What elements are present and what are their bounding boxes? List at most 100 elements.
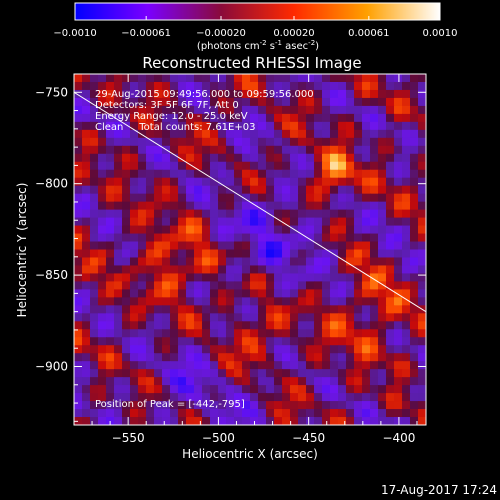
heatmap-cell <box>74 153 83 163</box>
heatmap-cell <box>202 74 211 83</box>
heatmap-cell <box>290 145 299 155</box>
annotation-line: Clean Total counts: 7.61E+03 <box>95 122 255 133</box>
heatmap-cell <box>314 273 323 283</box>
heatmap-cell <box>138 201 147 211</box>
heatmap-cell <box>90 74 99 83</box>
heatmap-cell <box>170 169 179 179</box>
heatmap-cell <box>346 313 355 322</box>
heatmap-cell <box>130 329 139 338</box>
heatmap-cell <box>282 121 291 131</box>
heatmap-cell <box>338 361 347 370</box>
heatmap-cell <box>186 105 195 115</box>
heatmap-cell <box>202 369 211 378</box>
heatmap-cell <box>210 161 219 171</box>
heatmap-cell <box>242 337 251 346</box>
heatmap-cell <box>322 161 331 171</box>
heatmap-cell <box>234 177 243 187</box>
heatmap-cell <box>250 97 259 107</box>
heatmap-cell <box>346 129 355 139</box>
heatmap-cell <box>338 313 347 322</box>
heatmap-cell <box>394 233 403 243</box>
heatmap-cell <box>346 369 355 378</box>
heatmap-cell <box>330 321 339 330</box>
heatmap-cell <box>122 74 131 83</box>
heatmap-cell <box>338 209 347 219</box>
heatmap-cell <box>354 337 363 346</box>
heatmap-cell <box>266 249 275 259</box>
heatmap-cell <box>242 105 251 115</box>
heatmap-cell <box>322 89 331 99</box>
heatmap-cell <box>338 369 347 378</box>
heatmap-cell <box>282 265 291 275</box>
heatmap-cell <box>298 337 307 346</box>
heatmap-cell <box>250 393 259 402</box>
heatmap-cell <box>362 257 371 267</box>
heatmap-cell <box>418 89 426 99</box>
heatmap-cell <box>234 241 243 251</box>
annotation-block: 29-Aug-2015 09:49:56.000 to 09:59:56.000… <box>95 89 314 133</box>
heatmap-cell <box>410 225 419 235</box>
heatmap-cell <box>306 257 315 267</box>
heatmap-cell <box>202 217 211 227</box>
heatmap-cell <box>314 409 323 418</box>
heatmap-cell <box>154 97 163 107</box>
heatmap-cell <box>298 361 307 370</box>
heatmap-cell <box>274 265 283 275</box>
heatmap-cell <box>250 105 259 115</box>
heatmap-cell <box>82 305 91 314</box>
heatmap-cell <box>242 233 251 243</box>
heatmap-cell <box>186 385 195 394</box>
heatmap-cell <box>322 153 331 163</box>
heatmap-cell <box>354 329 363 338</box>
heatmap-cell <box>402 417 411 425</box>
heatmap-cell <box>354 113 363 123</box>
heatmap-cell <box>202 145 211 155</box>
heatmap-cell <box>298 217 307 227</box>
heatmap-cell <box>178 113 187 123</box>
heatmap-cell <box>322 281 331 290</box>
heatmap-cell <box>314 289 323 298</box>
heatmap-cell <box>218 289 227 298</box>
heatmap-cell <box>98 81 107 91</box>
heatmap-cell <box>90 289 99 298</box>
heatmap-cell <box>218 89 227 99</box>
heatmap-cell <box>394 185 403 195</box>
heatmap-cell <box>370 137 379 147</box>
heatmap-cell <box>242 409 251 418</box>
heatmap-cell <box>186 289 195 298</box>
heatmap-cell <box>290 393 299 402</box>
heatmap-cell <box>314 105 323 115</box>
heatmap-cell <box>314 241 323 251</box>
heatmap-cell <box>170 217 179 227</box>
heatmap-cell <box>354 377 363 386</box>
heatmap-cell <box>114 201 123 211</box>
heatmap-cell <box>266 273 275 283</box>
heatmap-cell <box>210 185 219 195</box>
heatmap-cell <box>314 321 323 330</box>
heatmap-cell <box>274 97 283 107</box>
heatmap-cell <box>82 145 91 155</box>
heatmap-cell <box>146 121 155 131</box>
heatmap-cell <box>418 161 426 171</box>
heatmap-cell <box>314 121 323 131</box>
heatmap-cell <box>354 297 363 306</box>
heatmap-cell <box>274 74 283 83</box>
heatmap-cell <box>154 225 163 235</box>
heatmap-cell <box>170 177 179 187</box>
heatmap-cell <box>314 353 323 362</box>
heatmap-cell <box>306 161 315 171</box>
heatmap-cell <box>226 74 235 83</box>
heatmap-cell <box>258 385 267 394</box>
heatmap-cell <box>210 225 219 235</box>
heatmap-cell <box>362 329 371 338</box>
heatmap-cell <box>114 257 123 267</box>
heatmap-cell <box>170 241 179 251</box>
heatmap-cell <box>258 353 267 362</box>
heatmap-cell <box>106 289 115 298</box>
heatmap-cell <box>410 121 419 131</box>
heatmap-cell <box>266 145 275 155</box>
heatmap-cell <box>210 369 219 378</box>
heatmap-cell <box>386 201 395 211</box>
heatmap-cell <box>242 185 251 195</box>
heatmap-cell <box>386 385 395 394</box>
